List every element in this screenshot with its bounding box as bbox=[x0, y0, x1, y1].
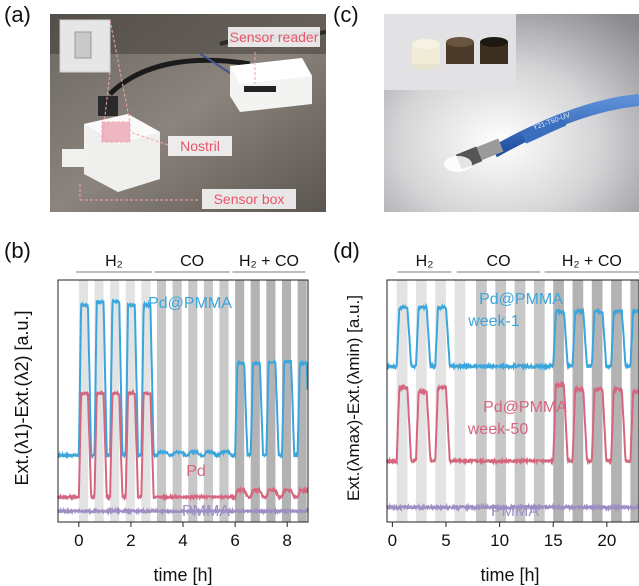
pulse-stripe bbox=[141, 280, 151, 522]
pulse-stripe bbox=[611, 280, 622, 522]
x-tick-label: 0 bbox=[388, 531, 397, 550]
panel-letter-a: (a) bbox=[4, 2, 31, 27]
panel-letter-d: (d) bbox=[333, 238, 360, 263]
pulse-stripe bbox=[495, 280, 507, 522]
pulse-stripe bbox=[591, 280, 603, 522]
series-line bbox=[386, 380, 639, 466]
series-lines-b bbox=[57, 297, 309, 516]
y-axis-label-b: Ext.(λ1)-Ext.(λ2) [a.u.] bbox=[12, 310, 32, 485]
pulse-stripe bbox=[219, 280, 229, 522]
pulse-stripe bbox=[476, 280, 487, 522]
pulse-stripe bbox=[553, 280, 564, 522]
chart-b: H₂ CO H₂ + CO 0 2 4 6 8 Ext.(λ1)-Ext.(λ2) [a.u… bbox=[12, 253, 309, 585]
pulse-stripe bbox=[266, 280, 276, 522]
pulse-stripe bbox=[203, 280, 213, 522]
sensor-box-label: Sensor box bbox=[214, 191, 285, 207]
pulse-stripe bbox=[125, 280, 135, 522]
x-tick-label: 10 bbox=[490, 531, 509, 550]
pulse-stripe bbox=[630, 280, 639, 522]
pulse-stripe bbox=[297, 280, 307, 522]
series-line bbox=[57, 506, 309, 516]
series-label-pmma-d: PMMA bbox=[491, 503, 539, 520]
chart-d: H₂ CO H₂ + CO 0 5 10 15 20 Ext.(λmax)-Ext.(λmi… bbox=[344, 253, 639, 585]
gas-segment-label: H₂ bbox=[105, 253, 123, 270]
gas-segment-label: CO bbox=[487, 253, 511, 270]
nostril-label: Nostril bbox=[180, 138, 220, 154]
series-line bbox=[57, 388, 309, 502]
gas-segment-label: H₂ + CO bbox=[562, 253, 622, 270]
sensor-photo: Sensor reader Nostril Sensor box bbox=[50, 14, 326, 212]
x-ticks-b: 0 2 4 6 8 bbox=[74, 522, 292, 550]
series-lines-d bbox=[386, 302, 639, 513]
gas-segments-b: H₂ CO H₂ + CO bbox=[76, 253, 306, 273]
series-line bbox=[386, 502, 639, 513]
sensor-reader-box bbox=[230, 58, 312, 112]
x-ticks-d: 0 5 10 15 20 bbox=[388, 522, 616, 550]
x-tick-label: 4 bbox=[178, 531, 187, 550]
pulse-stripe bbox=[188, 280, 198, 522]
probe-photo: Y21-T60-UV bbox=[384, 14, 639, 212]
series-label-pd-pmma: Pd@PMMA bbox=[148, 295, 232, 312]
pulse-stripe bbox=[250, 280, 260, 522]
x-tick-label: 15 bbox=[544, 531, 563, 550]
gas-segment-label: H₂ bbox=[416, 253, 434, 270]
pulse-stripe bbox=[514, 280, 526, 522]
x-axis-label-d: time [h] bbox=[480, 565, 539, 585]
series-line bbox=[386, 302, 639, 372]
pulse-stripe bbox=[572, 280, 584, 522]
sensor-reader-label: Sensor reader bbox=[230, 29, 319, 45]
plot-frame-d bbox=[386, 279, 639, 523]
series-label-week-50: Pd@PMMA week-50 bbox=[467, 399, 567, 438]
series-label-week-1: Pd@PMMA week-1 bbox=[467, 291, 563, 330]
series-line bbox=[57, 297, 309, 460]
series-label-pmma-b: PMMA bbox=[182, 503, 230, 520]
x-tick-label: 6 bbox=[230, 531, 239, 550]
gas-segment-label: H₂ + CO bbox=[239, 253, 299, 270]
x-tick-label: 2 bbox=[126, 531, 135, 550]
x-tick-label: 8 bbox=[282, 531, 291, 550]
pulse-stripe bbox=[156, 280, 167, 522]
y-axis-label-d: Ext.(λmax)-Ext.(λmin) [a.u.] bbox=[344, 295, 363, 501]
series-label-pd: Pd bbox=[186, 463, 206, 480]
panel-letter-c: (c) bbox=[333, 2, 359, 27]
x-tick-label: 20 bbox=[597, 531, 616, 550]
pulse-stripe bbox=[396, 280, 408, 522]
x-tick-label: 5 bbox=[441, 531, 450, 550]
pulse-stripe bbox=[454, 280, 466, 522]
panel-letter-b: (b) bbox=[4, 238, 31, 263]
pulse-stripe bbox=[94, 280, 104, 522]
pulse-stripes-d bbox=[396, 280, 639, 522]
gas-segment-label: CO bbox=[180, 253, 204, 270]
pulse-stripe bbox=[435, 280, 446, 522]
x-axis-label-b: time [h] bbox=[153, 565, 212, 585]
pulse-stripe bbox=[235, 280, 245, 522]
pulse-stripe bbox=[110, 280, 120, 522]
pulse-stripe bbox=[172, 280, 182, 522]
pulse-stripe bbox=[281, 280, 292, 522]
pulse-stripe bbox=[533, 280, 545, 522]
pulse-stripe bbox=[78, 280, 88, 522]
pulse-stripes-b bbox=[78, 280, 307, 522]
x-tick-label: 0 bbox=[74, 531, 83, 550]
pulse-stripe bbox=[415, 280, 427, 522]
gas-segments-d: H₂ CO H₂ + CO bbox=[397, 253, 639, 273]
